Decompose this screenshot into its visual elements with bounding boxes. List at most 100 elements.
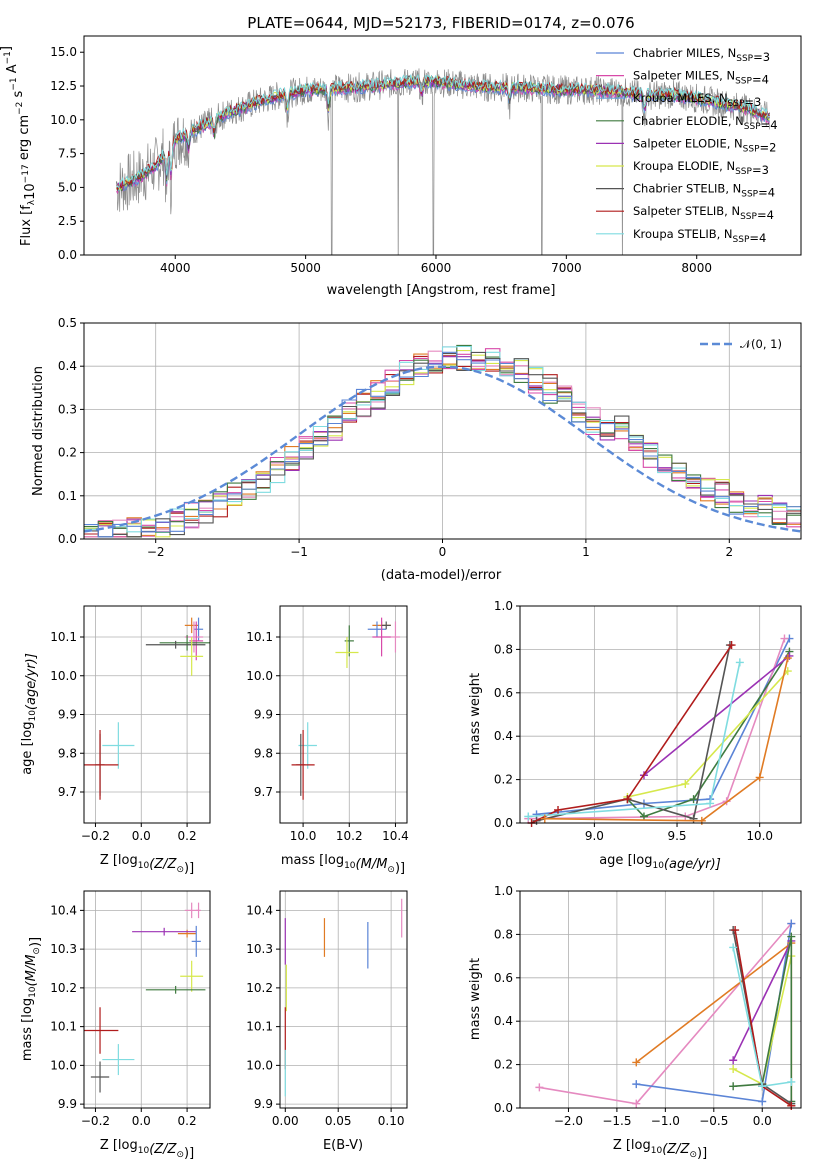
z-weight-xtick-label: −1.0 [651,1114,680,1128]
residuals-ytick-label: 0.0 [58,532,77,546]
ebv-mass-ytick-label: 10.4 [246,903,273,917]
z-mass-ylabel: mass [log10(M/M⊙)] [20,937,43,1061]
z-weight-series-marker [729,943,738,952]
residuals-ylabel: Normed distribution [31,366,46,496]
ebv-mass-ytick-label: 10.1 [246,1020,273,1034]
residuals-xtick-label: 1 [582,545,590,559]
z-mass-xtick-label: −0.2 [81,1114,110,1128]
spectrum-xtick-label: 6000 [421,261,452,275]
z-weight-xtick-label: −1.5 [602,1114,631,1128]
age-weight-series-marker [540,814,549,823]
age-weight-xlabel: age [log10(age/yr)] [599,853,721,872]
z-mass-ytick-label: 10.2 [50,981,77,995]
age-weight-xtick-label: 10.0 [746,829,773,843]
z-weight-series-marker [632,1080,641,1089]
ebv-mass-xtick-label: 0.05 [325,1114,352,1128]
age-weight-series-marker [639,812,648,821]
mass-age-frame [279,605,408,824]
mass-age-ytick-label: 10.0 [246,669,273,683]
z-mass-ytick-label: 10.3 [50,942,77,956]
z-weight-ytick-label: 1.0 [494,884,513,898]
age-weight-axes [516,605,801,827]
age-weight-xtick-label: 9.5 [667,829,686,843]
z-weight-ytick-label: 0.0 [494,1101,513,1115]
age-weight-ylabel: mass weight [468,673,483,755]
age-weight-series-marker [689,795,698,804]
residuals-normal-curve [84,365,801,533]
residuals-xtick-label: −2 [147,545,165,559]
age-weight-series-line [528,662,741,818]
z-weight-series-line [732,940,793,1061]
spectrum-xtick-label: 4000 [160,261,191,275]
spectrum-legend-entry: Kroupa MILES, NSSP=3 [633,91,761,109]
ebv-mass-xtick-label: 0.00 [272,1114,299,1128]
ebv-mass-frame [279,890,408,1109]
residuals-xtick-label: −1 [290,545,308,559]
ebv-mass-ytick-label: 9.9 [254,1097,273,1111]
z-weight-series-marker [632,1058,641,1067]
residuals-xtick-label: 2 [725,545,733,559]
spectrum-legend-entry: Kroupa STELIB, NSSP=4 [633,227,766,245]
spectrum-ytick-label: 0.0 [58,248,77,262]
spectrum-ytick-label: 12.5 [50,79,77,93]
z-mass-ytick-label: 10.4 [50,903,77,917]
z-weight-xtick-label: −2.0 [554,1114,583,1128]
z-age-ytick-label: 9.9 [58,708,77,722]
spectrum-ylabel: Flux [fλ10−17 erg cm−2 s−1 A−1] [0,46,38,246]
z-weight-xtick-label: 0.0 [753,1114,772,1128]
z-weight-ytick-label: 0.8 [494,927,513,941]
z-weight-frame [519,890,802,1109]
spectrum-ytick-label: 2.5 [58,214,77,228]
age-weight-series-marker [524,812,533,821]
z-age-ytick-label: 10.0 [50,669,77,683]
age-weight-ytick-label: 0.0 [494,816,513,830]
mass-age-xtick-label: 10.2 [336,829,363,843]
z-age-xtick-label: −0.2 [81,829,110,843]
residuals-xlabel: (data-model)/error [381,568,502,583]
spectrum-xlabel: wavelength [Angstrom, rest frame] [327,283,556,298]
age-weight-series-marker [706,799,715,808]
z-age-frame [83,605,211,824]
z-weight-series-marker [787,932,796,941]
z-weight-series-marker [758,1082,767,1091]
residuals-ytick-label: 0.2 [58,446,77,460]
age-weight-ytick-label: 0.2 [494,773,513,787]
spectrum-legend-entry: Salpeter ELODIE, NSSP=2 [633,136,776,154]
spectrum-legend-entry: Chabrier STELIB, NSSP=4 [633,182,775,200]
residuals-legend-entry: 𝒩(0, 1) [740,337,782,351]
spectrum-legend-entry: Salpeter MILES, NSSP=4 [633,69,769,87]
age-weight-series-line [626,651,791,818]
residuals-xtick-label: 0 [439,545,447,559]
z-weight-ytick-label: 0.4 [494,1014,513,1028]
age-weight-series-marker [554,805,563,814]
age-weight-series-marker [755,773,764,782]
mass-age-ytick-label: 10.1 [246,630,273,644]
mass-age-ytick-label: 9.9 [254,708,273,722]
age-weight-ytick-label: 0.6 [494,686,513,700]
z-weight-ytick-label: 0.6 [494,971,513,985]
age-weight-frame [519,605,802,824]
age-weight-series-line [643,655,790,776]
age-weight-series-line [528,638,786,820]
spectrum-axes [80,51,698,259]
z-weight-series-marker [729,1056,738,1065]
z-mass-ytick-label: 10.1 [50,1020,77,1034]
age-weight-series-marker [735,658,744,667]
z-weight-ylabel: mass weight [468,958,483,1040]
residuals-frame [83,322,802,540]
age-weight-ytick-label: 0.4 [494,729,513,743]
z-weight-series-marker [632,1099,641,1108]
z-mass-frame [83,890,211,1109]
age-weight-series-marker [727,641,736,650]
z-weight-series-marker [729,1064,738,1073]
z-weight-ytick-label: 0.2 [494,1058,513,1072]
z-weight-series-marker [787,1077,796,1086]
z-mass-ytick-label: 9.9 [58,1097,77,1111]
ebv-mass-ytick-label: 10.0 [246,1058,273,1072]
mass-age-axes [276,606,407,827]
spectrum-ytick-label: 15.0 [50,45,77,59]
spectrum-legend-entry: Salpeter STELIB, NSSP=4 [633,204,774,222]
z-age-xtick-label: 0.2 [178,829,197,843]
ebv-mass-ytick-label: 10.3 [246,942,273,956]
z-age-ytick-label: 9.8 [58,746,77,760]
